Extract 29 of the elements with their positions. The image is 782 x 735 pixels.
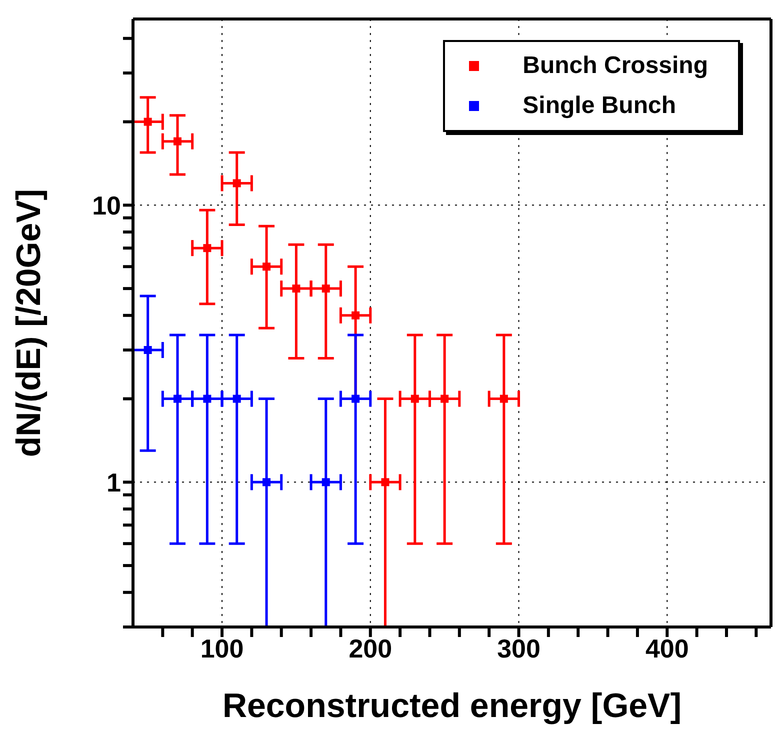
point bbox=[500, 394, 508, 403]
x-tick-label: 200 bbox=[348, 633, 392, 664]
point bbox=[144, 346, 152, 354]
x-axis-title: Reconstructed energy [GeV] bbox=[222, 687, 682, 725]
point bbox=[352, 311, 360, 320]
legend-label: Bunch Crossing bbox=[522, 51, 708, 81]
x-tick-label: 400 bbox=[645, 633, 689, 664]
point bbox=[174, 394, 182, 403]
y-axis-title: dN/(dE) [/20GeV] bbox=[10, 188, 48, 458]
point bbox=[144, 118, 152, 126]
point bbox=[232, 179, 241, 188]
point bbox=[322, 284, 330, 293]
x-tick-label: 100 bbox=[200, 633, 244, 664]
point bbox=[410, 394, 419, 403]
point bbox=[203, 394, 212, 403]
point bbox=[440, 394, 449, 403]
point bbox=[262, 478, 271, 486]
point bbox=[203, 244, 212, 252]
point bbox=[232, 394, 241, 403]
y-tick-label: 10 bbox=[92, 190, 121, 220]
point bbox=[262, 262, 271, 271]
point bbox=[174, 137, 182, 146]
point bbox=[292, 284, 300, 293]
point bbox=[381, 478, 390, 486]
point bbox=[352, 394, 360, 403]
point bbox=[322, 478, 330, 486]
legend-label: Single Bunch bbox=[522, 91, 676, 121]
x-tick-label: 300 bbox=[497, 633, 540, 664]
y-tick-label: 1 bbox=[106, 467, 121, 498]
